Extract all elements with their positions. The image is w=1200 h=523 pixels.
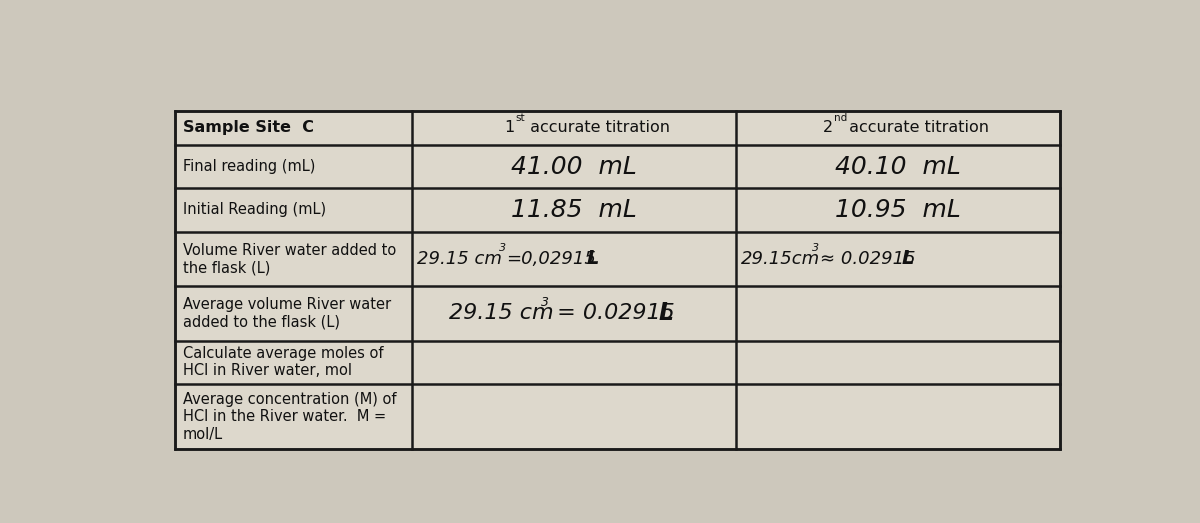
Text: 3: 3: [812, 243, 820, 253]
Text: 3: 3: [499, 243, 505, 253]
Text: =0,02915: =0,02915: [506, 250, 596, 268]
Text: L: L: [587, 249, 599, 268]
Text: Average volume River water
added to the flask (L): Average volume River water added to the …: [182, 297, 391, 329]
Text: accurate titration: accurate titration: [524, 120, 670, 135]
Text: 41.00  mL: 41.00 mL: [511, 155, 637, 179]
Text: 2: 2: [823, 120, 834, 135]
Text: = 0.02915: = 0.02915: [550, 303, 682, 323]
Text: Volume River water added to
the flask (L): Volume River water added to the flask (L…: [182, 243, 396, 275]
Text: ≈ 0.02915: ≈ 0.02915: [820, 250, 916, 268]
Text: 10.95  mL: 10.95 mL: [835, 198, 960, 222]
Bar: [175, 111, 1060, 449]
Text: Average concentration (M) of
HCl in the River water.  M =
mol/L: Average concentration (M) of HCl in the …: [182, 392, 396, 441]
Text: 1: 1: [504, 120, 515, 135]
Text: st: st: [515, 113, 526, 123]
Text: Initial Reading (mL): Initial Reading (mL): [182, 202, 325, 218]
Text: 40.10  mL: 40.10 mL: [835, 155, 960, 179]
Text: 29.15cm: 29.15cm: [740, 250, 820, 268]
Text: L: L: [659, 301, 673, 325]
Text: 29.15 cm: 29.15 cm: [449, 303, 554, 323]
Text: accurate titration: accurate titration: [844, 120, 989, 135]
Text: Sample Site  C: Sample Site C: [182, 120, 313, 135]
Text: Final reading (mL): Final reading (mL): [182, 159, 314, 174]
Text: 29.15 cm: 29.15 cm: [416, 250, 502, 268]
Text: Calculate average moles of
HCl in River water, mol: Calculate average moles of HCl in River …: [182, 346, 383, 379]
Text: 11.85  mL: 11.85 mL: [511, 198, 637, 222]
Text: L: L: [901, 249, 913, 268]
Text: 3: 3: [540, 295, 548, 309]
Text: nd: nd: [834, 113, 847, 123]
